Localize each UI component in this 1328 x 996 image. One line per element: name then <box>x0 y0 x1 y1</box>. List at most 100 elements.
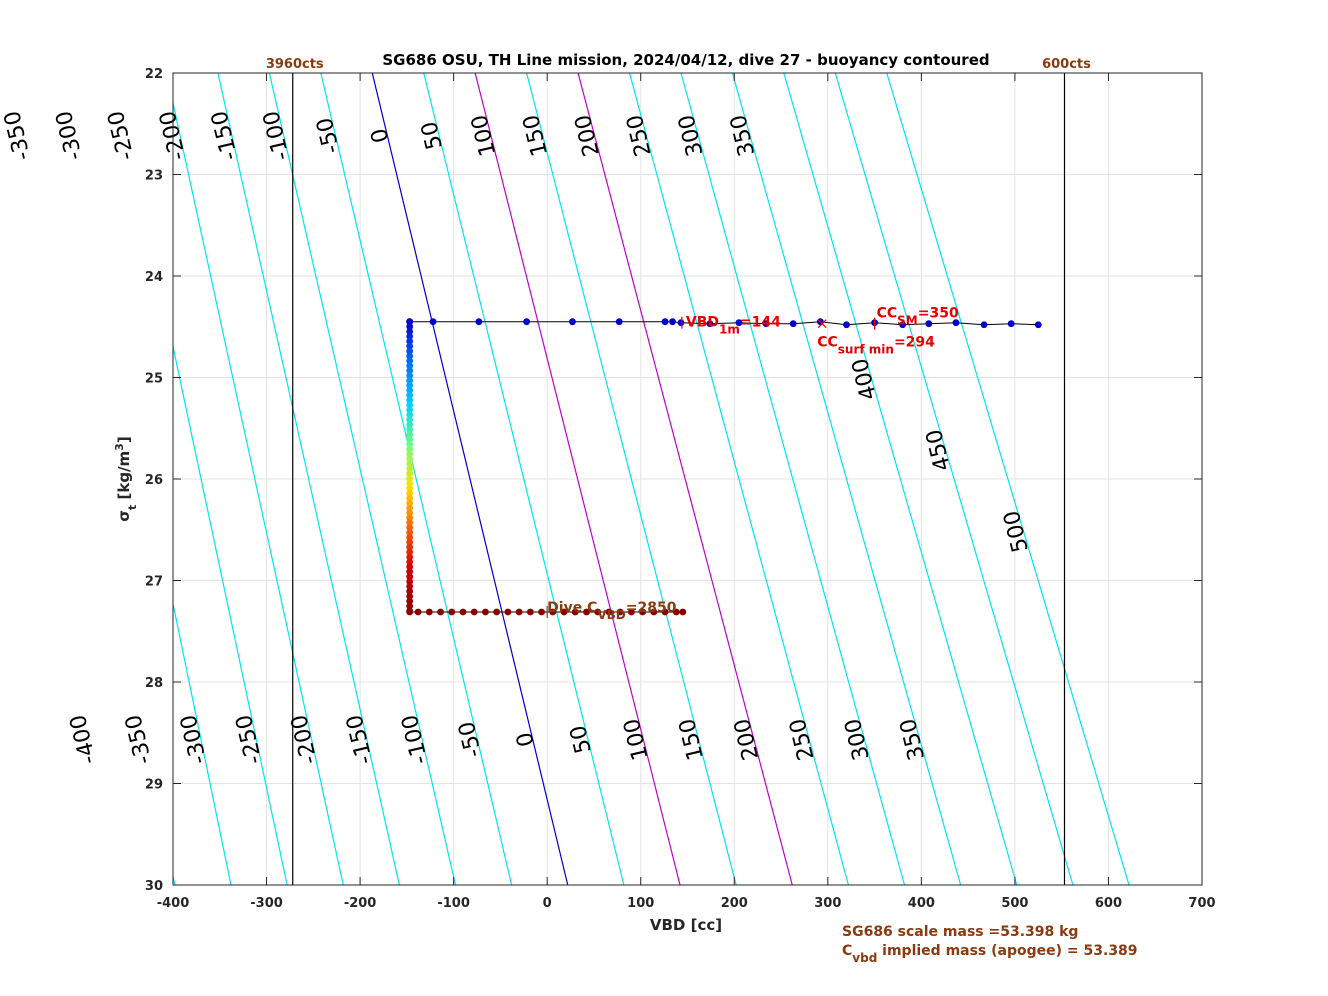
dive-point <box>560 608 568 616</box>
profile-point <box>406 583 414 590</box>
contour-label: 250 <box>785 716 819 763</box>
cc-sm-annotation: CCSM=350 <box>877 306 959 328</box>
dive-point <box>583 608 590 616</box>
profile-point <box>406 411 414 419</box>
profile-point <box>406 440 414 448</box>
contour-labels: -400-350-300-250-200-150-100-50050100150… <box>0 108 1034 766</box>
contour-line--450 <box>0 73 63 885</box>
contour-label: -150 <box>207 108 243 162</box>
implied-mass-note: Cvbd implied mass (apogee) = 53.389 <box>842 943 1138 965</box>
profile-point <box>406 332 414 340</box>
dive-point <box>470 608 478 616</box>
profile-point <box>406 558 414 566</box>
contour-label: -50 <box>312 115 345 156</box>
contour-line-350 <box>731 73 962 885</box>
profile-point <box>406 455 414 463</box>
contour-label: 200 <box>730 716 764 763</box>
x-axis-label: VBD [cc] <box>650 916 722 934</box>
contour-label: 100 <box>620 716 654 763</box>
profile-point <box>406 382 414 389</box>
profile-point <box>406 499 414 507</box>
dive-point <box>515 608 523 616</box>
profile-point <box>406 519 414 527</box>
contour-label: -100 <box>398 712 434 766</box>
grid <box>172 72 1203 886</box>
profile-point <box>406 529 414 536</box>
x-tick-label: -400 <box>157 896 190 911</box>
contour-line-450 <box>834 73 1074 885</box>
surface-point <box>789 320 797 328</box>
y-axis-label: σt [kg/m3] <box>113 436 139 521</box>
profile-point <box>406 514 414 522</box>
contour-line--250 <box>173 343 288 885</box>
surface-point <box>952 319 960 327</box>
x-tick-label: -100 <box>437 896 470 911</box>
contour-line--200 <box>173 100 344 885</box>
contour-line-0 <box>371 73 569 885</box>
scale-mass-note: SG686 scale mass =53.398 kg <box>842 924 1078 940</box>
dive-point <box>437 608 444 616</box>
profile-point <box>406 597 414 605</box>
contour-label: 300 <box>674 112 708 159</box>
y-tick-label: 28 <box>145 676 163 691</box>
profile-point <box>406 534 414 541</box>
contour-label: -300 <box>52 108 88 162</box>
surface-point <box>735 319 743 327</box>
x-tick-label: -200 <box>344 896 377 911</box>
surface-point <box>925 320 933 328</box>
y-tick-label: 24 <box>145 270 163 285</box>
profile-point <box>406 421 414 429</box>
surface-point <box>762 320 770 328</box>
contour-line-300 <box>680 73 906 885</box>
surface-point <box>706 320 714 328</box>
vbd-1m-annotation: VBD1m=144 <box>686 315 781 337</box>
dive-point <box>639 608 646 616</box>
surface-point <box>677 319 685 327</box>
profile-point <box>406 524 414 531</box>
profile-point <box>406 489 414 497</box>
profile-point <box>406 372 414 380</box>
profile-point <box>406 538 414 546</box>
dive-point <box>672 608 680 616</box>
contour-label: -50 <box>454 719 487 760</box>
profile-point <box>406 445 414 453</box>
dive-point <box>482 608 489 616</box>
profile-point <box>406 401 414 409</box>
surface-point <box>615 318 623 326</box>
surface-point <box>475 318 483 326</box>
contour-line--150 <box>217 73 400 885</box>
cc-surf-min-annotation: CCsurf min=294 <box>817 335 935 357</box>
surface-point <box>1034 321 1042 329</box>
x-tick-label: 400 <box>908 896 935 911</box>
surface-point <box>899 321 907 329</box>
profile-point <box>406 494 414 502</box>
x-tick-label: -300 <box>250 896 283 911</box>
contour-label: 150 <box>519 112 553 159</box>
profile-point <box>406 328 414 335</box>
contour-label: 200 <box>571 112 605 159</box>
dive-point <box>493 608 501 616</box>
y-tick-label: 30 <box>145 879 163 894</box>
profile-point <box>406 504 414 512</box>
contour-label: 350 <box>896 716 930 763</box>
x-axis-ticks: -400 -300 -200 -100 0 100 200 300 400 500 600 700 <box>157 73 1216 911</box>
contour-line--100 <box>268 73 457 885</box>
profile-point <box>406 563 414 571</box>
contour-label: 50 <box>566 723 597 756</box>
surface-point <box>661 318 669 326</box>
contour-line-250 <box>628 73 849 885</box>
dive-point <box>605 608 613 616</box>
x-tick-label: 200 <box>721 896 748 911</box>
contour-line-500 <box>886 73 1130 885</box>
y-tick-label: 27 <box>145 575 163 590</box>
contour-line-50 <box>423 73 625 885</box>
profile-point <box>406 435 414 443</box>
x-tick-label: 600 <box>1095 896 1122 911</box>
profile-point <box>406 450 414 458</box>
dive-point <box>661 608 669 616</box>
contour-line--300 <box>173 600 232 885</box>
profile-point <box>406 406 414 414</box>
profile-point <box>406 460 414 468</box>
dive-point <box>616 608 624 616</box>
profile-point <box>406 484 414 492</box>
